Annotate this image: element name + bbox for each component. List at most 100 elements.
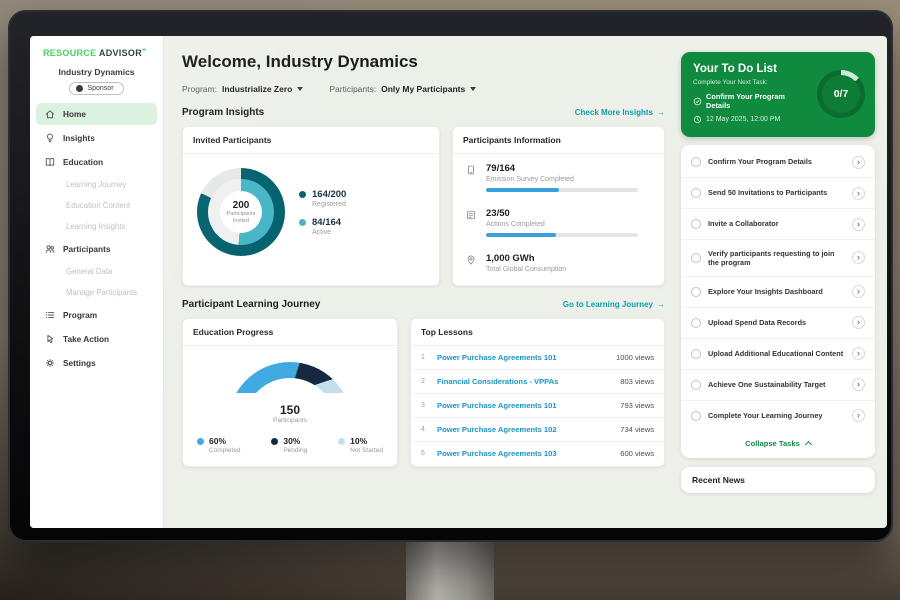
sidebar-item-program[interactable]: Program: [36, 304, 157, 326]
todo-due-date: 12 May 2025, 12:00 PM: [693, 115, 811, 124]
lesson-link[interactable]: Power Purchase Agreements 101: [437, 401, 557, 410]
program-insights-section-header: Program Insights Check More Insights →: [182, 107, 665, 118]
sidebar: RESOURCE ADVISOR+ Industry Dynamics Spon…: [30, 36, 164, 528]
organization-name: Industry Dynamics: [58, 67, 135, 77]
recent-news-card[interactable]: Recent News: [681, 466, 875, 493]
sidebar-item-learning-journey[interactable]: Learning Journey: [36, 175, 157, 194]
participants-filter[interactable]: Participants: Only My Participants: [329, 84, 477, 94]
invited-donut-chart: 200 Participants Invited: [197, 168, 285, 256]
todo-task-row[interactable]: Verify participants requesting to join t…: [681, 240, 875, 277]
go-to-learning-journey-link[interactable]: Go to Learning Journey →: [562, 300, 665, 309]
legend-dot: [197, 438, 204, 445]
sidebar-item-insights[interactable]: Insights: [36, 127, 157, 149]
chevron-right-icon[interactable]: ›: [852, 378, 865, 392]
info-row-emission-survey: 79/164 Emission Survey Completed: [453, 154, 664, 199]
sidebar-item-general-data[interactable]: General Data: [36, 262, 157, 281]
task-checkbox[interactable]: [691, 410, 701, 421]
todo-task-row[interactable]: Send 50 Invitations to Participants ›: [681, 178, 875, 209]
lesson-link[interactable]: Power Purchase Agreements 103: [437, 449, 557, 458]
task-checkbox[interactable]: [691, 252, 701, 263]
lesson-link[interactable]: Financial Considerations - VPPAs: [437, 377, 559, 386]
home-icon: [44, 108, 56, 120]
education-progress-card: Education Progress 150 Participants 60% …: [182, 318, 398, 467]
monitor-bezel: RESOURCE ADVISOR+ Industry Dynamics Spon…: [8, 10, 893, 542]
participants-information-card: Participants Information 79/164 Emission…: [452, 126, 665, 286]
todo-task-row[interactable]: Confirm Your Program Details ›: [681, 147, 875, 178]
todo-task-row[interactable]: Upload Spend Data Records ›: [681, 308, 875, 339]
sidebar-nav: Home Insights Education Learning Journey…: [30, 103, 163, 374]
chevron-right-icon[interactable]: ›: [852, 217, 865, 231]
todo-task-row[interactable]: Achieve One Sustainability Target ›: [681, 370, 875, 401]
lesson-row: 2 Financial Considerations - VPPAs 803 v…: [411, 370, 664, 394]
chevron-right-icon[interactable]: ›: [852, 251, 865, 265]
legend-dot: [338, 438, 346, 445]
logo-secondary: ADVISOR: [98, 48, 142, 58]
list-icon: [44, 309, 56, 321]
task-checkbox[interactable]: [691, 348, 701, 359]
lesson-link[interactable]: Power Purchase Agreements 101: [437, 353, 557, 362]
people-icon: [44, 243, 56, 255]
sidebar-item-label: Participants: [63, 244, 111, 254]
collapse-tasks-button[interactable]: Collapse Tasks: [681, 431, 875, 456]
task-checkbox[interactable]: [691, 188, 701, 198]
todo-progress-value: 0/7: [833, 87, 849, 100]
sponsor-badge: Sponsor: [69, 82, 124, 95]
chevron-up-icon: [804, 440, 812, 449]
sidebar-item-label: Program: [63, 310, 98, 320]
sidebar-item-settings[interactable]: Settings: [36, 352, 157, 374]
todo-task-row[interactable]: Explore Your Insights Dashboard ›: [681, 277, 875, 308]
sidebar-item-manage-participants[interactable]: Manage Participants: [36, 283, 157, 302]
gear-icon: [44, 357, 56, 369]
sidebar-item-home[interactable]: Home: [36, 103, 157, 125]
chevron-right-icon[interactable]: ›: [852, 285, 865, 299]
chevron-right-icon[interactable]: ›: [852, 155, 865, 169]
sidebar-item-education-content[interactable]: Education Content: [36, 196, 157, 215]
lesson-row: 3 Power Purchase Agreements 101 793 view…: [411, 394, 664, 418]
task-checkbox[interactable]: [691, 317, 701, 328]
sidebar-item-label: Learning Journey: [66, 180, 127, 189]
todo-task-row[interactable]: Complete Your Learning Journey ›: [681, 401, 875, 431]
card-title: Top Lessons: [411, 319, 664, 346]
main-content: Welcome, Industry Dynamics Program: Indu…: [164, 36, 679, 528]
chevron-down-icon: [470, 87, 477, 91]
lesson-link[interactable]: Power Purchase Agreements 102: [437, 425, 557, 434]
arrow-right-icon: →: [657, 300, 665, 309]
todo-next-task: Confirm Your Program Details: [693, 92, 811, 110]
todo-task-row[interactable]: Upload Additional Educational Content ›: [681, 339, 875, 370]
recent-news-title: Recent News: [692, 474, 745, 485]
check-more-insights-link[interactable]: Check More Insights →: [574, 108, 665, 117]
arrow-right-icon: →: [657, 108, 665, 117]
program-filter[interactable]: Program: Industrialize Zero: [182, 84, 304, 94]
education-legend: 60% Completed 30% Pending: [183, 428, 397, 466]
survey-icon: [465, 163, 477, 192]
chevron-right-icon[interactable]: ›: [852, 316, 865, 330]
task-checkbox[interactable]: [691, 379, 701, 390]
sponsor-badge-label: Sponsor: [87, 85, 114, 92]
info-row-consumption: 1,000 GWh Total Global Consumption: [453, 244, 664, 285]
task-checkbox[interactable]: [691, 286, 701, 297]
page-title: Welcome, Industry Dynamics: [182, 52, 418, 71]
chevron-right-icon[interactable]: ›: [852, 409, 865, 423]
todo-task-row[interactable]: Invite a Collaborator ›: [681, 209, 875, 240]
legend-dot: [299, 190, 306, 198]
invited-legend: 164/200 Registered 84/164 Active: [299, 180, 346, 245]
sidebar-item-education[interactable]: Education: [36, 151, 157, 173]
lesson-row: 1 Power Purchase Agreements 101 1000 vie…: [411, 346, 664, 370]
legend-item-completed: 60% Completed: [197, 436, 240, 454]
sidebar-item-label: Home: [63, 109, 87, 119]
chevron-right-icon[interactable]: ›: [852, 186, 865, 200]
program-filter-label: Program:: [182, 84, 217, 94]
chevron-down-icon: [297, 87, 304, 91]
sidebar-item-learning-insights[interactable]: Learning Insights: [36, 217, 157, 236]
sidebar-item-take-action[interactable]: Take Action: [36, 328, 157, 350]
section-title: Program Insights: [182, 107, 265, 118]
education-gauge-chart: 150 Participants: [228, 362, 352, 424]
task-checkbox[interactable]: [691, 157, 701, 167]
sidebar-item-participants[interactable]: Participants: [36, 238, 157, 260]
card-title: Participants Information: [453, 127, 664, 154]
book-icon: [44, 156, 56, 168]
lesson-row: 5 Power Purchase Agreements 103 600 view…: [421, 449, 654, 458]
chevron-right-icon[interactable]: ›: [852, 347, 865, 361]
app-logo: RESOURCE ADVISOR+: [30, 45, 163, 58]
task-checkbox[interactable]: [691, 219, 701, 229]
